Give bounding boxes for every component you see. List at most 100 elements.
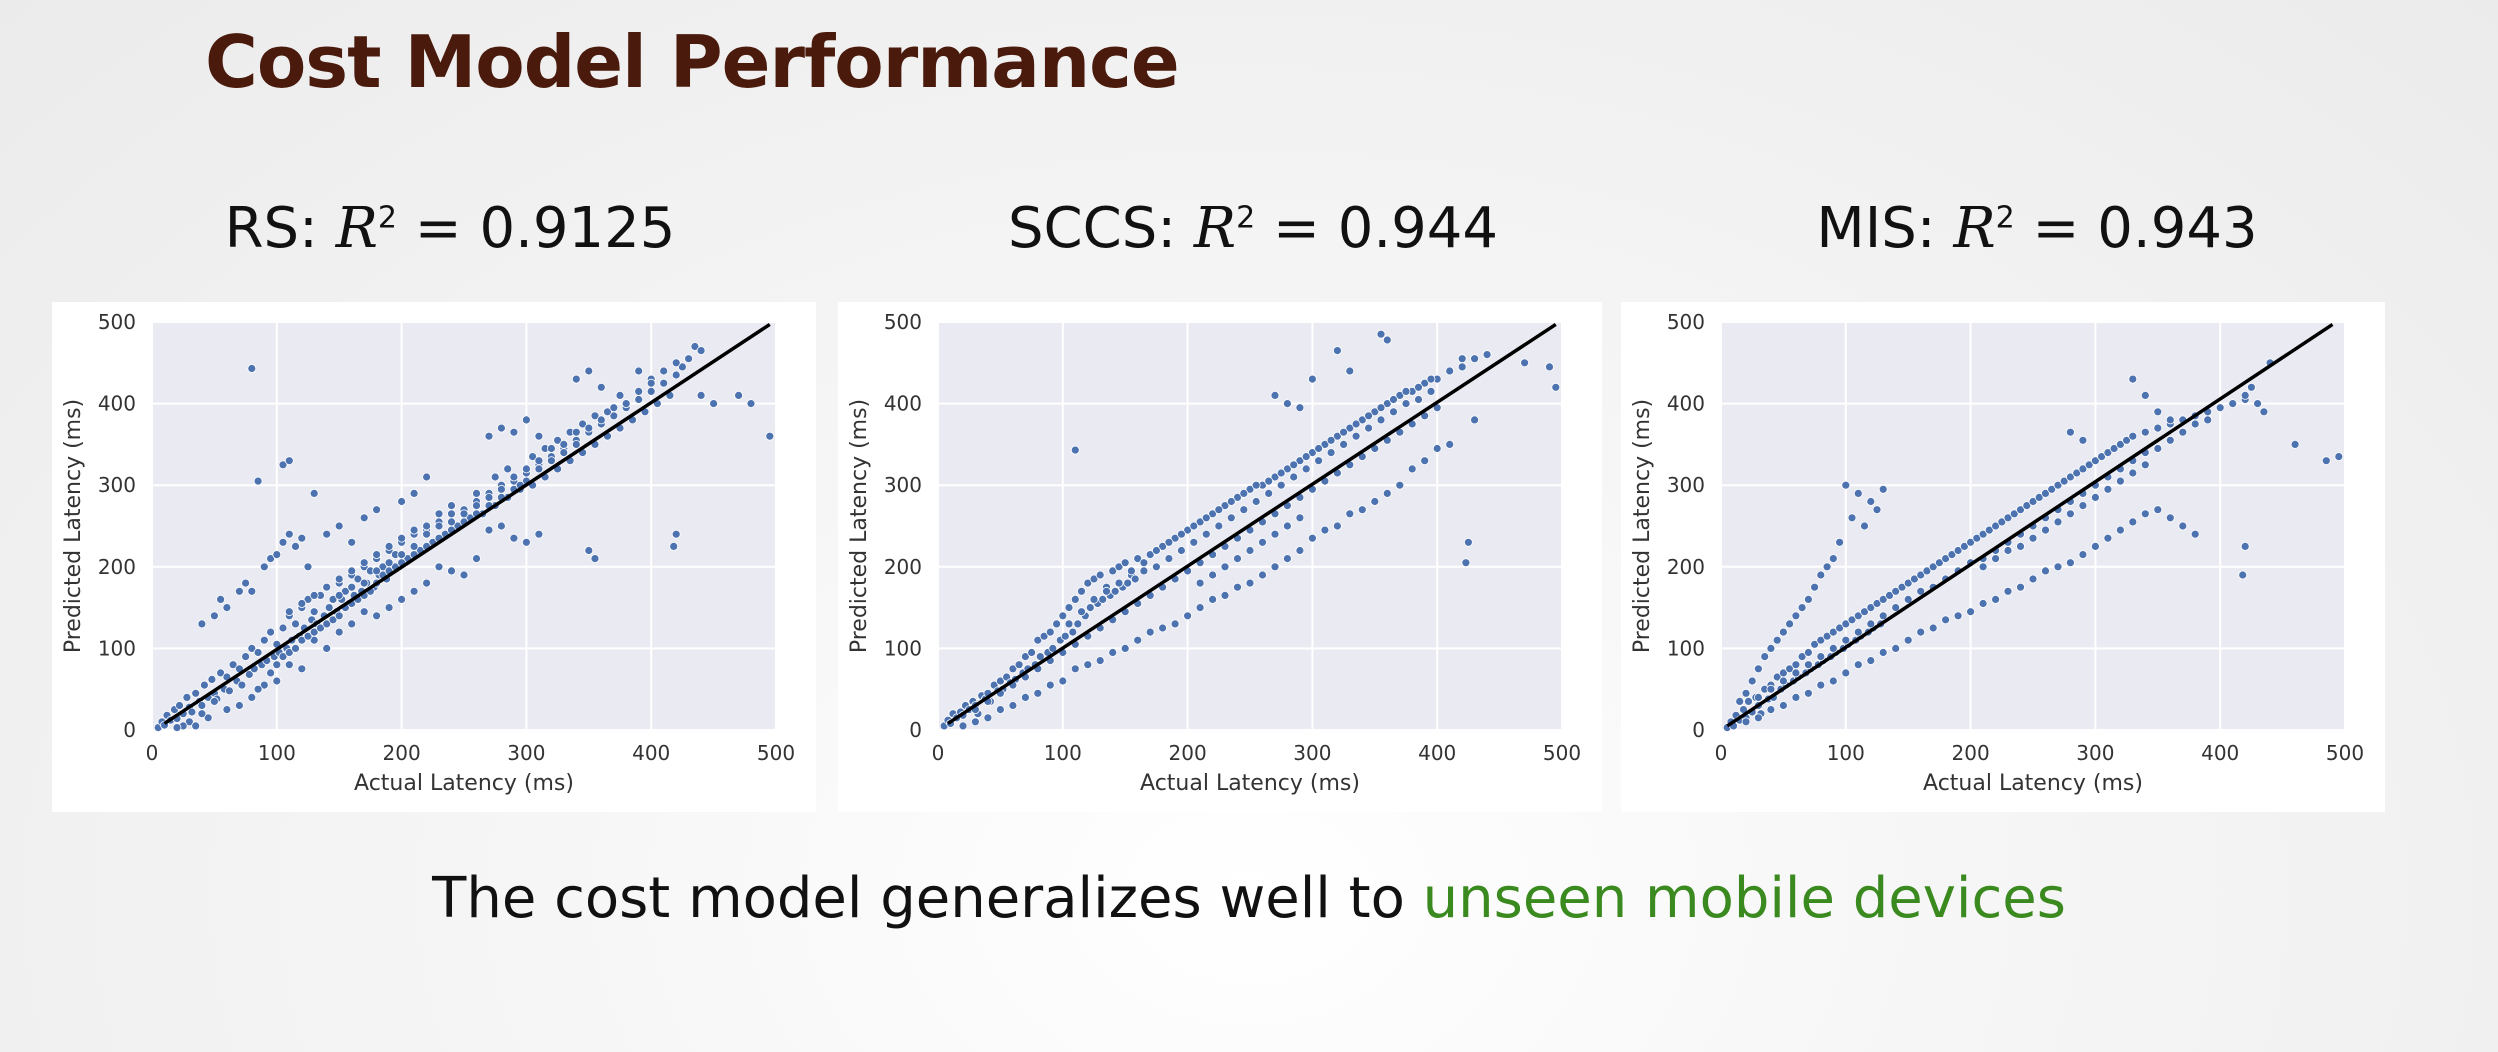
data-point <box>422 521 432 531</box>
data-point <box>1314 456 1324 466</box>
data-point <box>995 676 1005 686</box>
x-tick-label: 0 <box>1715 741 1728 765</box>
data-point <box>1972 533 1982 543</box>
data-point <box>1145 550 1155 560</box>
data-point <box>297 533 307 543</box>
data-point <box>496 521 506 531</box>
x-tick-label: 500 <box>1543 741 1581 765</box>
data-point <box>2165 415 2175 425</box>
data-point <box>1482 350 1492 359</box>
data-point <box>347 582 357 592</box>
data-point <box>1239 488 1249 498</box>
data-point <box>1978 529 1988 539</box>
data-point <box>1270 472 1280 482</box>
data-point <box>1164 554 1174 564</box>
data-point <box>1878 594 1888 604</box>
data-point <box>1778 627 1788 637</box>
data-point <box>409 541 419 551</box>
x-tick-label: 500 <box>757 741 795 765</box>
data-point <box>1226 497 1236 506</box>
data-point <box>1753 664 1763 674</box>
data-point <box>284 529 294 539</box>
data-point <box>1370 407 1380 417</box>
data-point <box>534 529 544 539</box>
y-tick-label: 400 <box>1667 392 1705 416</box>
data-point <box>746 399 756 408</box>
data-point <box>1860 607 1869 617</box>
data-point <box>253 684 263 694</box>
data-point <box>1860 521 1869 531</box>
data-point <box>659 366 669 376</box>
data-point <box>1457 362 1467 372</box>
data-point <box>2238 570 2248 580</box>
data-point <box>434 521 444 531</box>
data-point <box>1903 594 1913 604</box>
data-point <box>334 521 344 531</box>
data-point <box>669 541 679 551</box>
data-point <box>1068 627 1078 637</box>
data-point <box>1822 562 1832 572</box>
data-point <box>1295 403 1305 413</box>
data-point <box>1027 648 1037 657</box>
data-point <box>1364 423 1373 433</box>
data-point <box>1008 701 1018 710</box>
data-point <box>2053 562 2063 572</box>
data-point <box>1735 696 1745 706</box>
data-point <box>2041 525 2050 535</box>
data-point <box>2122 435 2132 445</box>
data-point <box>2065 427 2075 437</box>
data-point <box>1020 652 1030 662</box>
data-point <box>2153 423 2163 433</box>
r-squared-superscript: 2 <box>1995 200 2015 236</box>
data-point <box>1947 550 1957 560</box>
data-point <box>1245 546 1255 555</box>
data-point <box>1095 570 1105 580</box>
data-point <box>634 395 644 404</box>
r-squared-superscript: 2 <box>1236 200 1256 236</box>
data-point <box>509 533 519 543</box>
data-point <box>2003 513 2013 523</box>
data-point <box>1077 607 1086 617</box>
data-point <box>1195 578 1205 588</box>
data-point <box>272 550 282 560</box>
data-point <box>272 660 282 670</box>
data-point <box>1139 558 1149 568</box>
data-point <box>571 374 581 384</box>
r-squared-symbol: R <box>1953 196 1996 261</box>
data-point <box>1301 452 1311 462</box>
data-point <box>2203 415 2213 425</box>
data-point <box>970 717 980 727</box>
data-point <box>1853 611 1863 621</box>
data-point <box>1139 566 1149 576</box>
data-point <box>1151 546 1161 555</box>
data-point <box>384 558 394 568</box>
data-point <box>241 652 251 662</box>
data-point <box>2334 452 2344 462</box>
data-point <box>2253 399 2262 408</box>
data-point <box>484 431 494 441</box>
data-point <box>1401 387 1411 396</box>
data-point <box>1245 484 1255 494</box>
data-point <box>1276 480 1286 490</box>
data-point <box>2128 431 2138 441</box>
data-point <box>1520 358 1529 368</box>
data-point <box>503 464 513 474</box>
data-point <box>334 574 344 584</box>
data-point <box>1847 513 1857 523</box>
data-point <box>1966 607 1976 617</box>
data-point <box>2109 444 2119 453</box>
data-point <box>546 456 556 466</box>
data-point <box>1058 611 1068 621</box>
data-point <box>422 578 432 588</box>
data-point <box>216 668 226 678</box>
data-point <box>1414 395 1423 404</box>
data-point <box>671 370 681 380</box>
data-point <box>1803 648 1813 657</box>
data-point <box>709 399 718 408</box>
data-point <box>1803 660 1813 670</box>
data-point <box>1239 505 1249 515</box>
data-point <box>1208 509 1218 519</box>
y-axis-label: Predicted Latency (ms) <box>61 399 86 653</box>
data-point <box>384 541 394 551</box>
data-point <box>1282 399 1292 408</box>
